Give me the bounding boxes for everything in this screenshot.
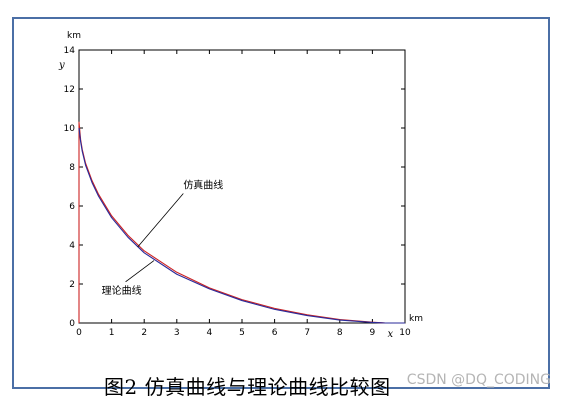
y-tick-label: 6 bbox=[69, 202, 75, 212]
x-tick-label: 9 bbox=[370, 328, 376, 338]
annotation-leader-1 bbox=[125, 260, 155, 283]
annotation-label-1: 理论曲线 bbox=[102, 284, 142, 297]
x-tick-label: 10 bbox=[399, 328, 411, 338]
series-line-theory bbox=[78, 127, 405, 324]
y-tick-label: 0 bbox=[69, 319, 75, 329]
x-unit-label: km bbox=[409, 314, 423, 324]
figure-caption: 图2 仿真曲线与理论曲线比较图 bbox=[104, 375, 391, 399]
x-tick-label: 7 bbox=[304, 328, 310, 338]
x-axis-label: x bbox=[387, 329, 393, 340]
x-tick-label: 1 bbox=[109, 328, 115, 338]
watermark: CSDN @DQ_CODING bbox=[406, 372, 551, 388]
x-tick-label: 4 bbox=[207, 328, 213, 338]
y-tick-label: 4 bbox=[69, 241, 75, 251]
plot-box bbox=[78, 49, 406, 324]
y-tick-label: 2 bbox=[69, 280, 75, 290]
x-tick-label: 5 bbox=[239, 328, 245, 338]
y-unit-label: km bbox=[67, 31, 81, 41]
y-tick-label: 8 bbox=[69, 163, 75, 173]
x-tick-label: 8 bbox=[337, 328, 343, 338]
y-tick-label: 10 bbox=[64, 124, 76, 134]
y-tick-label: 12 bbox=[64, 85, 75, 95]
x-tick-label: 0 bbox=[76, 328, 82, 338]
annotation-leader-0 bbox=[137, 193, 184, 248]
y-tick-label: 14 bbox=[64, 46, 76, 56]
x-tick-label: 2 bbox=[141, 328, 147, 338]
x-tick-label: 6 bbox=[272, 328, 278, 338]
y-axis-label: y bbox=[58, 60, 65, 71]
x-tick-label: 3 bbox=[174, 328, 180, 338]
series-layer bbox=[78, 121, 405, 324]
figure-frame: 0 1 2 3 4 5 6 7 8 9 10 0 2 4 6 8 10 12 14 km y km x 仿真曲线 理论曲线 图… bbox=[12, 17, 550, 399]
annotation-label-0: 仿真曲线 bbox=[183, 178, 223, 191]
